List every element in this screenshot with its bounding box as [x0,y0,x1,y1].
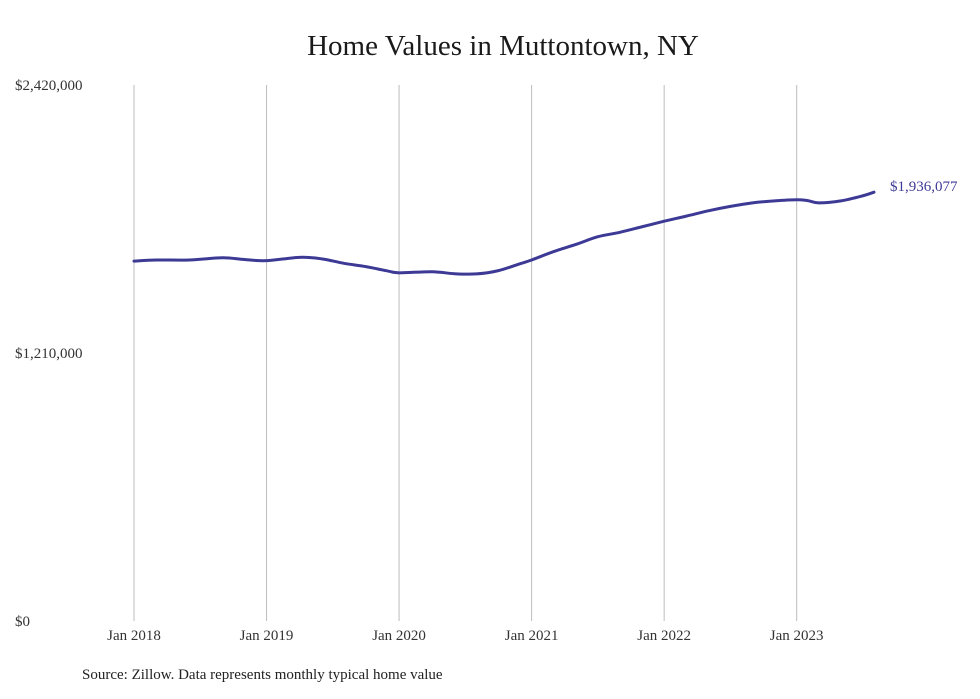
series-line [132,190,876,276]
end-value-label: $1,936,077 [890,179,958,195]
y-tick-label: $2,420,000 [15,78,83,94]
x-tick-label: Jan 2019 [240,628,294,644]
y-axis-labels: $0 $1,210,000 $2,420,000 [15,78,83,630]
x-tick-label: Jan 2022 [637,628,691,644]
y-tick-label: $0 [15,614,30,630]
x-tick-label: Jan 2018 [107,628,161,644]
line-chart: $0$1,210,000$2,420,000 Jan 2018 Jan 2019 J… [15,78,958,644]
y-tick-label: $1,210,000 [15,346,83,362]
x-tick-label: Jan 2021 [505,628,559,644]
x-tick-label: Jan 2020 [372,628,426,644]
series-layer: $1,936,077 [132,179,958,276]
source-note: Source: Zillow. Data represents monthly … [82,667,443,683]
chart-title: Home Values in Muttontown, NY [307,30,699,62]
x-tick-label: Jan 2023 [770,628,824,644]
gridlines [133,85,798,621]
x-axis-labels: Jan 2018 Jan 2019 Jan 2020 Jan 2021 Jan 2022… [107,628,823,644]
